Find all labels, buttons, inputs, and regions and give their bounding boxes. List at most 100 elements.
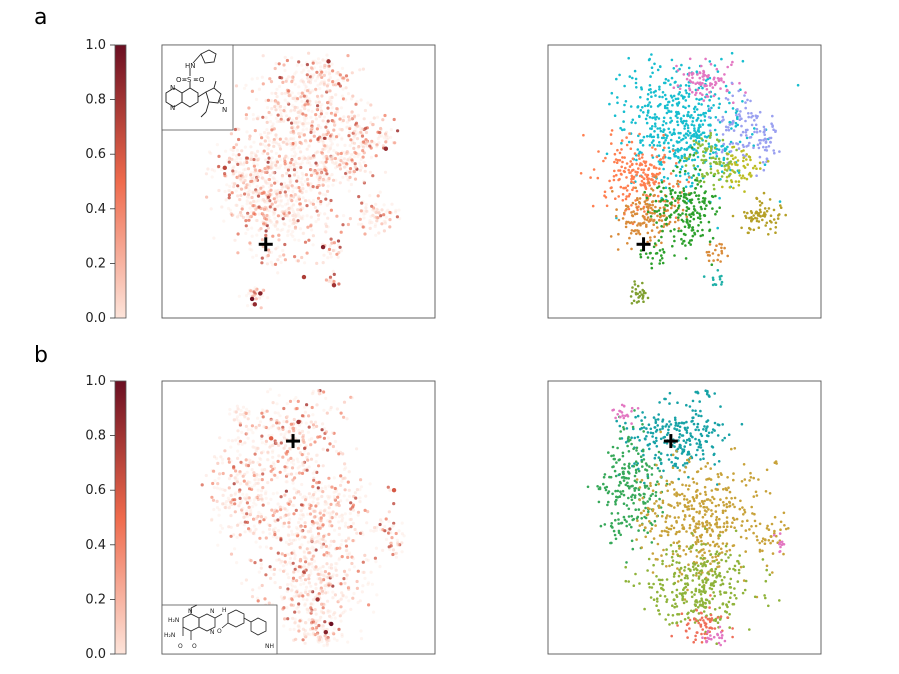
cluster-point xyxy=(744,119,747,123)
data-point xyxy=(265,262,269,266)
data-point xyxy=(299,503,304,507)
data-point xyxy=(343,165,347,169)
data-point xyxy=(278,75,282,80)
cluster-point xyxy=(762,168,766,172)
data-point xyxy=(376,136,380,141)
cluster-point xyxy=(611,190,614,193)
data-point xyxy=(324,154,328,159)
data-point xyxy=(304,199,308,203)
data-point xyxy=(283,162,287,166)
data-point xyxy=(324,224,329,228)
data-point xyxy=(356,513,360,517)
data-point xyxy=(352,169,357,173)
cluster-point xyxy=(725,169,729,172)
cluster-point xyxy=(679,168,683,171)
cluster-point xyxy=(628,221,632,225)
data-point xyxy=(246,195,250,199)
cluster-point xyxy=(655,115,658,119)
cluster-point xyxy=(657,181,661,185)
data-point xyxy=(322,644,326,648)
data-point xyxy=(230,191,234,195)
data-point xyxy=(319,199,323,204)
data-point xyxy=(319,137,323,141)
data-point xyxy=(331,631,335,635)
data-point xyxy=(345,498,349,502)
data-point xyxy=(213,479,217,483)
data-point xyxy=(279,194,283,198)
cluster-point xyxy=(703,214,707,218)
cluster-point xyxy=(696,183,699,186)
data-point xyxy=(307,51,311,55)
data-point xyxy=(212,486,216,490)
data-point xyxy=(365,209,369,213)
cluster-point xyxy=(615,161,619,164)
data-point xyxy=(289,161,293,165)
cluster-point xyxy=(656,418,660,421)
data-point xyxy=(269,497,273,501)
cluster-point xyxy=(615,419,618,423)
data-point xyxy=(229,500,233,504)
cluster-point xyxy=(659,437,663,441)
cluster-point xyxy=(658,95,661,99)
cluster-point xyxy=(661,123,665,127)
data-point xyxy=(361,584,365,588)
cluster-point xyxy=(616,96,619,99)
data-point xyxy=(348,170,352,174)
data-point xyxy=(285,473,289,477)
data-point xyxy=(325,551,329,555)
data-point xyxy=(255,287,259,291)
data-point xyxy=(261,198,265,202)
data-point xyxy=(312,66,316,70)
cluster-point xyxy=(715,155,719,158)
data-point xyxy=(322,436,326,440)
cluster-point xyxy=(707,200,711,204)
cluster-point xyxy=(686,124,690,127)
data-point xyxy=(342,569,347,574)
data-point xyxy=(332,279,336,284)
data-point xyxy=(293,557,297,561)
data-point xyxy=(250,89,255,93)
data-point xyxy=(297,115,301,119)
cluster-point xyxy=(720,170,724,173)
data-point xyxy=(239,460,243,464)
data-point xyxy=(296,110,300,114)
cluster-point xyxy=(722,158,726,162)
cluster-point xyxy=(709,171,713,175)
data-point xyxy=(235,175,239,179)
data-point xyxy=(284,193,288,197)
data-point xyxy=(324,193,328,197)
data-point xyxy=(310,120,315,124)
cluster-point xyxy=(645,223,648,227)
cluster-point xyxy=(620,141,623,145)
data-point xyxy=(230,157,234,161)
cluster-point xyxy=(687,452,690,455)
data-point xyxy=(273,224,277,228)
data-point xyxy=(287,92,291,96)
cluster-point xyxy=(625,189,629,192)
data-point xyxy=(301,183,305,187)
data-point xyxy=(323,63,327,67)
data-point xyxy=(233,510,237,514)
data-point xyxy=(285,213,289,217)
data-point xyxy=(312,73,316,77)
cluster-point xyxy=(676,116,679,120)
data-point xyxy=(272,127,276,131)
data-point xyxy=(340,555,344,559)
cluster-point xyxy=(661,427,664,430)
cluster-point xyxy=(690,184,694,188)
cluster-point xyxy=(706,77,710,81)
cluster-point xyxy=(672,144,675,147)
data-point xyxy=(297,238,301,242)
cluster-point xyxy=(699,133,703,136)
data-point xyxy=(321,538,325,542)
cluster-point xyxy=(692,217,696,221)
data-point xyxy=(235,523,240,528)
data-point xyxy=(303,603,307,607)
data-point xyxy=(301,460,305,465)
data-point xyxy=(391,548,396,552)
data-point xyxy=(264,516,268,520)
data-point xyxy=(334,161,338,165)
cluster-point xyxy=(736,163,739,167)
data-point xyxy=(333,593,337,597)
data-point xyxy=(271,176,275,180)
